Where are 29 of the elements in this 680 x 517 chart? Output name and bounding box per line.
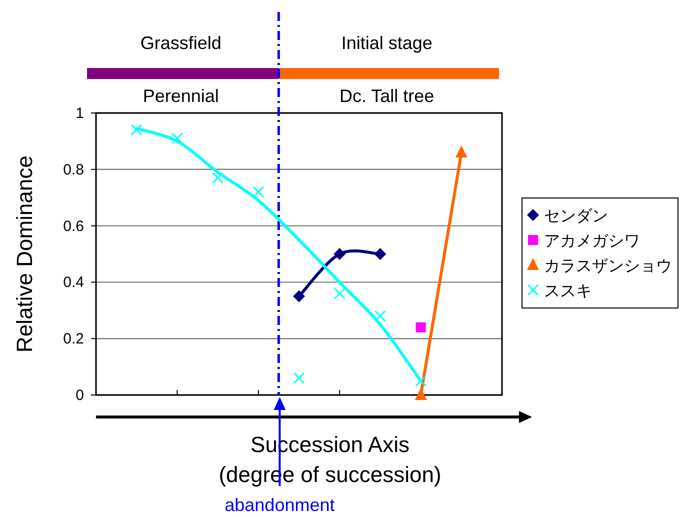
point [130,124,142,136]
y-tick-label: 1 [76,105,84,122]
point [334,288,346,300]
point [374,310,386,322]
point [293,290,305,302]
point [334,248,346,260]
y-tick-label: 0 [76,387,84,404]
line-series [135,127,422,382]
y-axis-title: Relative Dominance [12,156,37,352]
y-tick-label: 0.8 [63,161,84,178]
text: Dc. Tall tree [340,86,434,106]
text: abandonment [224,495,335,515]
point [415,375,427,387]
legend-label: ススキ [544,281,592,300]
legend-label: カラスザンショウ [544,256,672,275]
text: Perennial [142,86,219,106]
point [212,172,224,184]
point [293,372,305,384]
text: Grassfield [140,33,222,53]
legend-label: アカメガシワ [544,231,640,250]
point [171,132,183,144]
point [416,322,426,332]
legend-label: センダン [544,206,608,225]
point [374,248,386,260]
y-tick-label: 0.6 [63,218,84,235]
y-tick-label: 0.4 [63,274,84,292]
y-tick-label: 0.2 [63,330,84,348]
point [252,186,264,198]
text: Initial stage [341,33,432,53]
